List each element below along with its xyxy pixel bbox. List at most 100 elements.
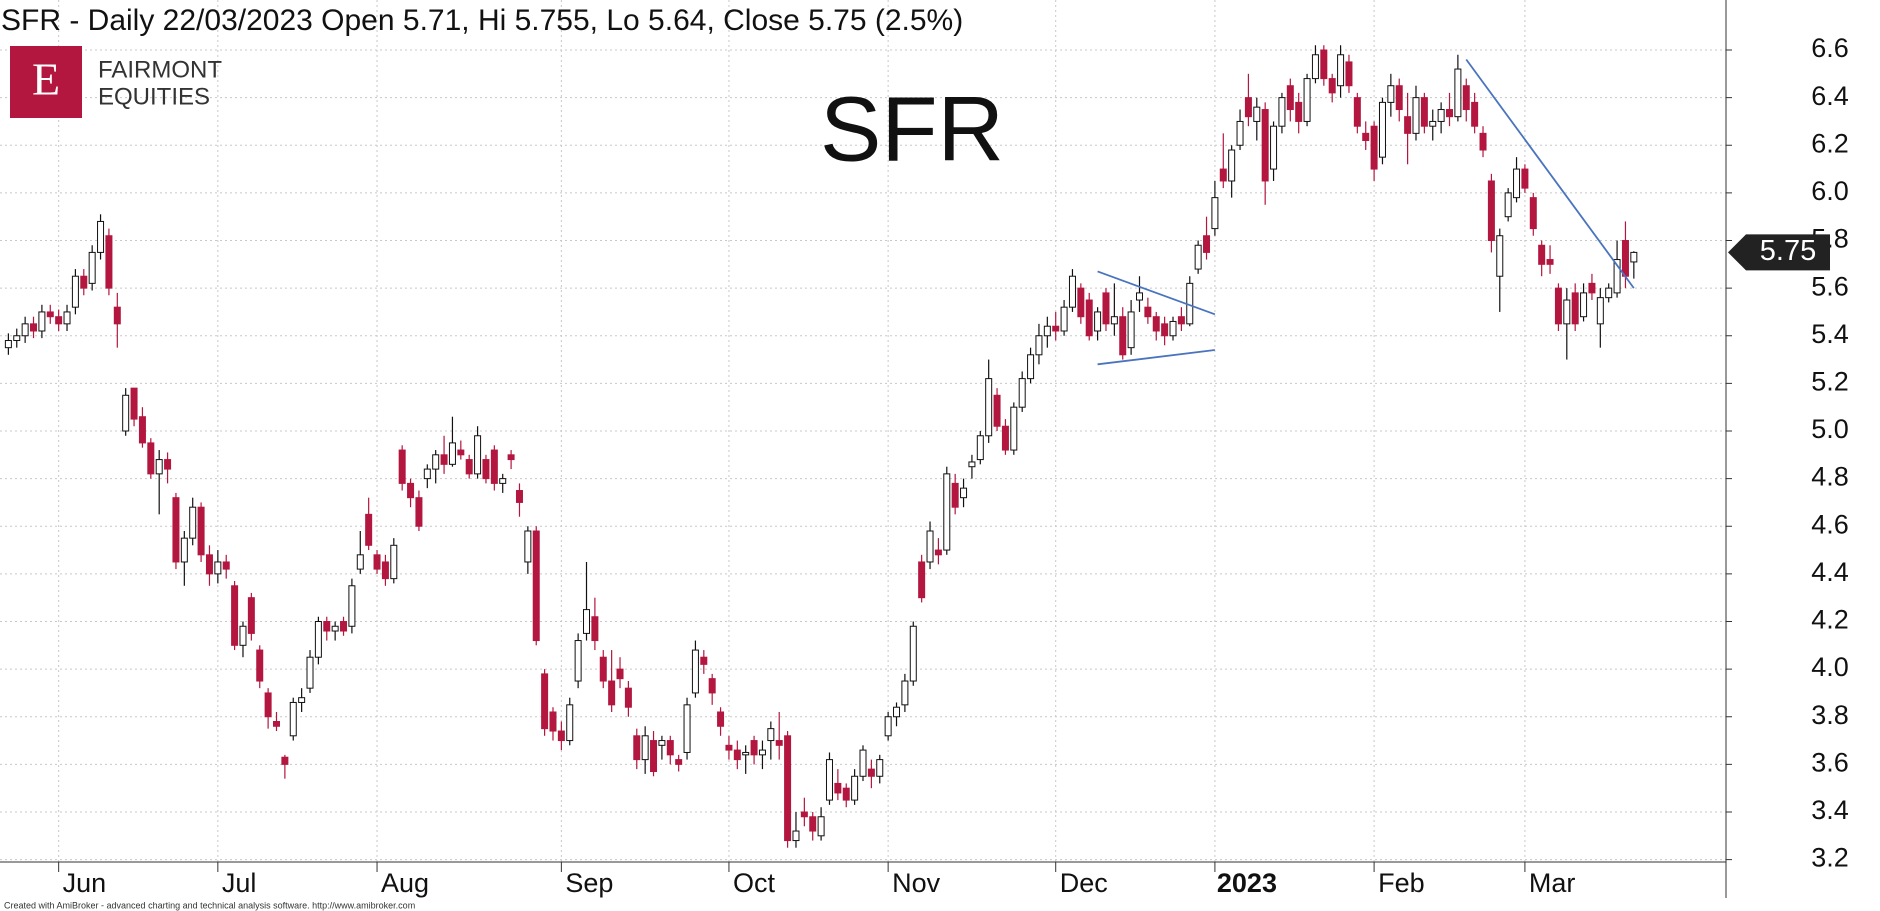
candle-body <box>700 656 708 665</box>
candle-body <box>1370 125 1378 170</box>
candle-body <box>976 435 984 461</box>
candle-body <box>574 640 582 682</box>
candle-body <box>1144 306 1152 318</box>
candle-body <box>834 782 842 794</box>
candle-body <box>113 306 121 325</box>
candle-body <box>21 323 29 337</box>
candle-body <box>172 497 180 563</box>
y-tick-label: 4.6 <box>1811 509 1849 539</box>
candle-body <box>817 816 825 837</box>
chart-title: SFR - Daily 22/03/2023 Open 5.71, Hi 5.7… <box>1 4 963 37</box>
candle-body <box>1244 97 1252 118</box>
candle-body <box>926 530 934 563</box>
candle-body <box>541 673 549 730</box>
candle-body <box>859 749 867 777</box>
candle-body <box>272 721 280 727</box>
candle-body <box>130 387 138 420</box>
candle-body <box>742 751 750 756</box>
candle-body <box>549 711 557 732</box>
candle-body <box>1094 311 1102 332</box>
candle-body <box>306 656 314 689</box>
candle-body <box>750 740 758 756</box>
candle-body <box>1378 101 1386 158</box>
candle-body <box>1161 323 1169 337</box>
candle-body <box>691 649 699 694</box>
candle-body <box>281 756 289 765</box>
candle-body <box>256 649 264 682</box>
logo-letter: E <box>32 54 60 105</box>
candle-body <box>365 513 373 546</box>
y-tick-label: 3.8 <box>1811 700 1849 730</box>
candle-body <box>1588 282 1596 294</box>
candle-body <box>323 620 331 632</box>
x-tick-label: 2023 <box>1217 868 1277 898</box>
candle-body <box>440 454 448 465</box>
candle-body <box>1152 316 1160 332</box>
candle-body <box>189 506 197 539</box>
candle-body <box>331 625 339 632</box>
candle-body <box>1068 275 1076 308</box>
y-tick-label: 4.0 <box>1811 652 1849 682</box>
candle-body <box>1404 116 1412 134</box>
x-tick-label: Feb <box>1378 868 1425 898</box>
candle-body <box>247 597 255 634</box>
candle-body <box>532 530 540 642</box>
candle-body <box>733 749 741 761</box>
candle-body <box>650 740 658 773</box>
candle-body <box>122 394 130 432</box>
candle-body <box>197 506 205 556</box>
candle-body <box>1437 109 1445 122</box>
candle-body <box>1052 325 1060 332</box>
candle-body <box>1538 244 1546 265</box>
candle-body <box>1261 109 1269 182</box>
candle-body <box>55 316 63 325</box>
candle-body <box>683 704 691 753</box>
candle-body <box>1420 97 1428 127</box>
candle-body <box>88 251 96 284</box>
candle-body <box>934 549 942 556</box>
candle-body <box>675 759 683 765</box>
candle-body <box>348 585 356 627</box>
candle-body <box>30 323 38 332</box>
candle-body <box>1169 320 1177 337</box>
y-tick-label: 3.4 <box>1811 795 1849 825</box>
candle-body <box>792 830 800 842</box>
candle-body <box>1010 406 1018 451</box>
candle-body <box>809 816 817 832</box>
candle-body <box>708 678 716 694</box>
x-tick-label: Sep <box>565 868 613 898</box>
candle-body <box>1110 316 1118 325</box>
candle-body <box>214 561 222 575</box>
y-tick-label: 6.2 <box>1811 128 1849 158</box>
candle-body <box>482 459 490 480</box>
candle-body <box>1337 54 1345 87</box>
candle-body <box>1454 68 1462 118</box>
candle-body <box>71 275 79 308</box>
candle-body <box>1295 101 1303 122</box>
candle-body <box>164 459 172 470</box>
candle-body <box>784 735 792 842</box>
candle-body <box>599 656 607 682</box>
candle-body <box>239 625 247 646</box>
candle-body <box>943 473 951 551</box>
candle-body <box>490 449 498 484</box>
candle-body <box>63 311 71 325</box>
candle-body <box>591 616 599 642</box>
candle-body <box>298 697 306 703</box>
candle-body <box>1613 259 1621 294</box>
candle-body <box>474 435 482 475</box>
candle-body <box>457 449 465 456</box>
candle-body <box>1203 235 1211 253</box>
candle-body <box>423 468 431 480</box>
candle-body <box>1211 197 1219 230</box>
candle-body <box>641 735 649 761</box>
y-tick-label: 4.2 <box>1811 605 1849 635</box>
candle-body <box>608 680 616 706</box>
x-tick-label: Jun <box>63 868 107 898</box>
candle-body <box>1395 85 1403 111</box>
candle-body <box>767 728 775 742</box>
candle-body <box>381 561 389 580</box>
candle-body <box>1529 197 1537 230</box>
